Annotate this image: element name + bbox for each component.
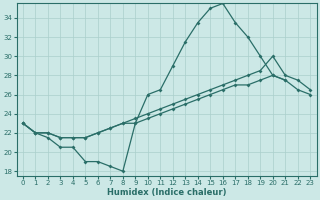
X-axis label: Humidex (Indice chaleur): Humidex (Indice chaleur) bbox=[107, 188, 226, 197]
